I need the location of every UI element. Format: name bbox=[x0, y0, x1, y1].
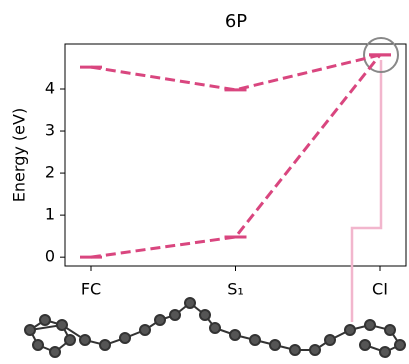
x-tick-label: CI bbox=[372, 280, 388, 299]
series-line bbox=[91, 55, 380, 257]
series-line bbox=[91, 55, 380, 90]
y-axis-label: Energy (eV) bbox=[10, 108, 29, 202]
chart-title: 6P bbox=[225, 11, 247, 32]
y-tick-label: 3 bbox=[45, 121, 55, 140]
x-tick-label: S₁ bbox=[227, 280, 244, 299]
y-tick-label: 1 bbox=[45, 205, 55, 224]
plot-frame bbox=[65, 44, 406, 266]
y-tick-label: 0 bbox=[45, 247, 55, 266]
y-tick-label: 2 bbox=[45, 163, 55, 182]
chart: 6P Energy (eV) 0 1 2 3 4 FC S₁ CI bbox=[0, 0, 409, 364]
molecule bbox=[25, 298, 405, 357]
y-tick-label: 4 bbox=[45, 78, 55, 97]
x-tick-label: FC bbox=[81, 280, 101, 299]
